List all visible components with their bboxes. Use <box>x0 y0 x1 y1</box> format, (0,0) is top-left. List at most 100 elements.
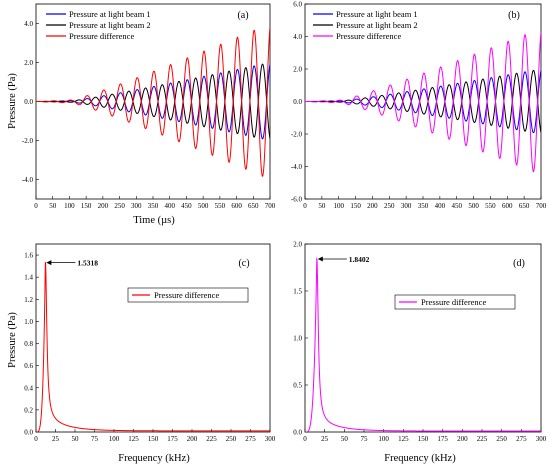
y-tick-label: 0.8 <box>24 340 33 348</box>
x-tick-label: 175 <box>437 435 448 443</box>
y-tick-label: 0.0 <box>293 429 302 437</box>
x-tick-label: 650 <box>248 202 259 210</box>
legend-label: Pressure difference <box>69 31 134 41</box>
y-tick-label: 0.0 <box>24 98 33 106</box>
x-tick-label: 150 <box>418 435 429 443</box>
y-tick-label: 1.2 <box>24 296 33 304</box>
panel-label: (c) <box>238 258 249 269</box>
y-tick-label: 1.0 <box>24 318 33 326</box>
y-tick-label: 1.4 <box>24 274 33 282</box>
x-tick-label: 600 <box>502 202 513 210</box>
panel-b: 0 50 100 150 200 250 300 350 400 450 500 550 600 650 7… <box>291 1 547 211</box>
peak-value-label: 1.8402 <box>349 255 370 264</box>
y-tick-label: 6.0 <box>293 1 302 9</box>
x-tick-label: 100 <box>64 202 75 210</box>
x-tick-label: 125 <box>128 435 139 443</box>
x-tick-label: 0 <box>303 202 307 210</box>
x-tick-label: 450 <box>181 202 192 210</box>
y-tick-label: 2.0 <box>293 66 302 74</box>
x-tick-label: 300 <box>265 435 276 443</box>
series-line <box>36 27 270 177</box>
y-tick-label: 0.0 <box>293 98 302 106</box>
x-tick-label: 500 <box>468 202 479 210</box>
legend-label: Pressure at light beam 2 <box>69 20 151 30</box>
y-tick-label: 1.6 <box>24 252 33 260</box>
legend-label: Pressure difference <box>421 297 486 307</box>
x-tick-label: 350 <box>148 202 159 210</box>
y-tick-label: -4.0 <box>22 176 34 184</box>
x-tick-label: 700 <box>536 202 547 210</box>
x-tick-label: 100 <box>109 435 120 443</box>
y-tick-label: -2.0 <box>291 131 303 139</box>
y-tick-label: -2.0 <box>22 137 34 145</box>
panel-a-ylabel: Pressure (Pa) <box>7 73 18 129</box>
x-tick-label: 250 <box>384 202 395 210</box>
x-tick-label: 275 <box>245 435 256 443</box>
y-tick-label: -6.0 <box>291 196 303 204</box>
x-tick-label: 150 <box>148 435 159 443</box>
panel-a: Pressure (Pa) Time (µs) 0 50 100 150 200 250 3… <box>7 3 276 226</box>
x-tick-label: 550 <box>215 202 226 210</box>
curves <box>305 257 541 432</box>
series-line <box>36 63 270 139</box>
x-tick-label: 250 <box>226 435 237 443</box>
x-tick-label: 50 <box>49 202 57 210</box>
x-tick-label: 150 <box>350 202 361 210</box>
x-tick-label: 100 <box>333 202 344 210</box>
x-tick-label: 250 <box>114 202 125 210</box>
x-tick-label: 500 <box>198 202 209 210</box>
peak-value-label: 1.5318 <box>77 259 98 268</box>
y-tick-label: 0.5 <box>293 382 302 390</box>
x-tick-label: 250 <box>496 435 507 443</box>
legend-label: Pressure at light beam 1 <box>336 9 418 19</box>
panel-label: (a) <box>237 10 248 21</box>
x-tick-label: 225 <box>206 435 217 443</box>
x-tick-label: 0 <box>303 435 307 443</box>
x-tick-label: 25 <box>52 435 60 443</box>
series-line <box>36 262 270 432</box>
panel-c-ylabel: Pressure (Pa) <box>7 312 18 368</box>
y-tick-label: 1.5 <box>293 288 302 296</box>
y-tick-label: 0.4 <box>24 384 33 392</box>
x-tick-label: 50 <box>318 202 326 210</box>
x-tick-label: 275 <box>516 435 527 443</box>
x-tick-label: 0 <box>34 202 38 210</box>
y-tick-label: 0.2 <box>24 406 33 414</box>
peak-arrow-head <box>317 256 323 262</box>
plot-frame <box>304 243 542 433</box>
y-tick-label: 1.0 <box>293 335 302 343</box>
y-tick-label: 4.0 <box>293 33 302 41</box>
panel-c-xlabel: Frequency (kHz) <box>118 453 190 464</box>
curves <box>305 31 541 173</box>
y-tick-label: 2.0 <box>293 241 302 249</box>
series-line <box>305 257 541 432</box>
x-tick-label: 100 <box>378 435 389 443</box>
x-tick-label: 200 <box>457 435 468 443</box>
y-tick-label: 4.0 <box>24 20 33 28</box>
x-tick-label: 300 <box>536 435 547 443</box>
legend-label: Pressure at light beam 1 <box>69 9 151 19</box>
x-tick-label: 300 <box>401 202 412 210</box>
x-tick-label: 550 <box>485 202 496 210</box>
x-tick-label: 200 <box>367 202 378 210</box>
x-tick-label: 50 <box>72 435 80 443</box>
plot-frame <box>35 243 271 433</box>
y-tick-label: 2.0 <box>24 59 33 67</box>
x-tick-label: 75 <box>91 435 99 443</box>
x-tick-label: 0 <box>34 435 38 443</box>
x-tick-label: 50 <box>341 435 349 443</box>
x-tick-label: 650 <box>519 202 530 210</box>
legend-label: Pressure difference <box>336 31 401 41</box>
x-tick-label: 400 <box>164 202 175 210</box>
legend-box <box>394 294 516 310</box>
x-tick-label: 350 <box>418 202 429 210</box>
x-tick-label: 700 <box>265 202 276 210</box>
legend-label: Pressure at light beam 2 <box>336 20 418 30</box>
x-tick-label: 200 <box>187 435 198 443</box>
x-tick-label: 200 <box>98 202 109 210</box>
x-tick-label: 25 <box>321 435 329 443</box>
x-tick-label: 300 <box>131 202 142 210</box>
x-tick-label: 75 <box>361 435 369 443</box>
x-tick-label: 225 <box>477 435 488 443</box>
